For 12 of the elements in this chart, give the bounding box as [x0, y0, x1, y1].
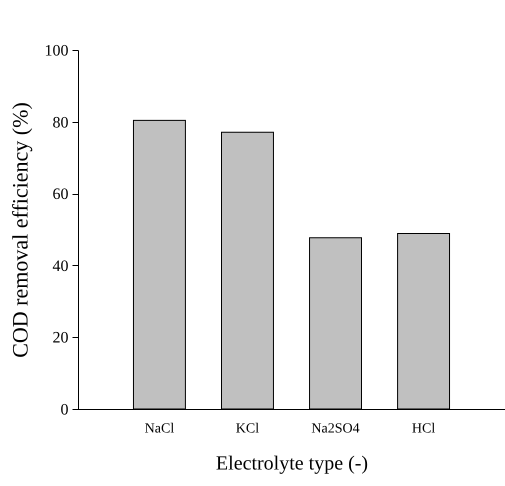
- y-axis-title: COD removal efficiency (%): [8, 102, 32, 358]
- y-tick-label: 40: [52, 258, 68, 275]
- x-axis-title: Electrolyte type (-): [216, 452, 368, 474]
- x-tick-label: HCl: [412, 422, 436, 436]
- y-tick-label: 0: [60, 402, 68, 418]
- y-tick-label: 100: [44, 42, 68, 60]
- y-tick-label: 20: [52, 330, 68, 347]
- x-tick-label: NaCl: [144, 422, 174, 436]
- y-tick-label: 80: [52, 114, 68, 132]
- x-tick-label: Na2SO4: [311, 422, 360, 436]
- y-tick-label: 60: [52, 186, 68, 204]
- x-tick-label: KCl: [236, 422, 260, 436]
